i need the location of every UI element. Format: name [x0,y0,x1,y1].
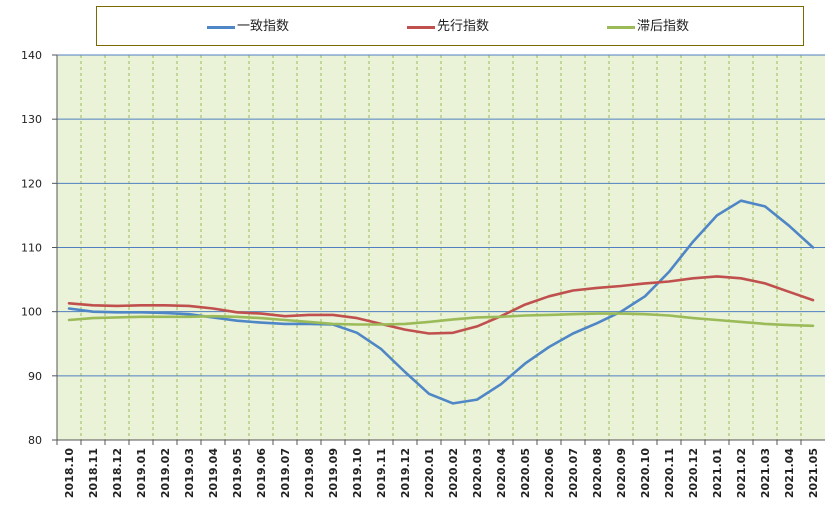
x-tick-label: 2021.03 [759,448,772,498]
legend-swatch-leading [407,26,435,29]
x-tick-label: 2021.01 [711,448,724,498]
x-tick-label: 2018.12 [111,448,124,498]
x-tick-label: 2019.06 [255,448,268,498]
x-tick-label: 2021.02 [735,448,748,498]
y-tick-label: 80 [28,434,42,447]
x-tick-label: 2019.08 [303,448,316,498]
chart-legend: 一致指数 先行指数 滞后指数 [96,6,804,46]
legend-swatch-coincident [207,26,235,29]
x-tick-label: 2021.04 [783,448,796,498]
x-tick-label: 2019.01 [135,448,148,498]
x-tick-label: 2021.05 [807,448,820,498]
x-tick-label: 2019.02 [159,448,172,498]
x-tick-label: 2019.03 [183,448,196,498]
x-tick-label: 2019.10 [351,448,364,498]
x-tick-label: 2020.09 [615,448,628,498]
x-tick-label: 2020.11 [663,448,676,498]
x-tick-label: 2020.01 [423,448,436,498]
x-tick-label: 2019.05 [231,448,244,498]
x-tick-label: 2018.10 [63,448,76,498]
x-tick-label: 2020.10 [639,448,652,498]
leading-index-line [67,275,815,335]
x-tick-label: 2020.06 [543,448,556,498]
x-tick-label: 2020.12 [687,448,700,498]
x-tick-label: 2019.04 [207,448,220,498]
x-tick-label: 2020.08 [591,448,604,498]
x-tick-label: 2018.11 [87,448,100,498]
x-tick-label: 2020.02 [447,448,460,498]
x-tick-label: 2020.03 [471,448,484,498]
x-tick-label: 2020.07 [567,448,580,498]
y-tick-label: 100 [21,306,42,319]
y-tick-label: 130 [21,113,42,126]
lagging-index-line [67,312,815,328]
x-tick-label: 2019.11 [375,448,388,498]
coincident-index-line [67,199,815,405]
y-tick-label: 90 [28,370,42,383]
x-tick-label: 2019.07 [279,448,292,498]
legend-swatch-lagging [607,26,635,29]
y-tick-label: 110 [21,242,42,255]
x-tick-label: 2020.05 [519,448,532,498]
x-tick-label: 2019.09 [327,448,340,498]
y-tick-label: 140 [21,49,42,62]
x-tick-label: 2019.12 [399,448,412,498]
y-tick-label: 120 [21,177,42,190]
legend-label-coincident: 一致指数 [237,19,290,34]
x-tick-label: 2020.04 [495,448,508,498]
legend-label-lagging: 滞后指数 [637,19,690,34]
legend-label-leading: 先行指数 [437,19,490,34]
